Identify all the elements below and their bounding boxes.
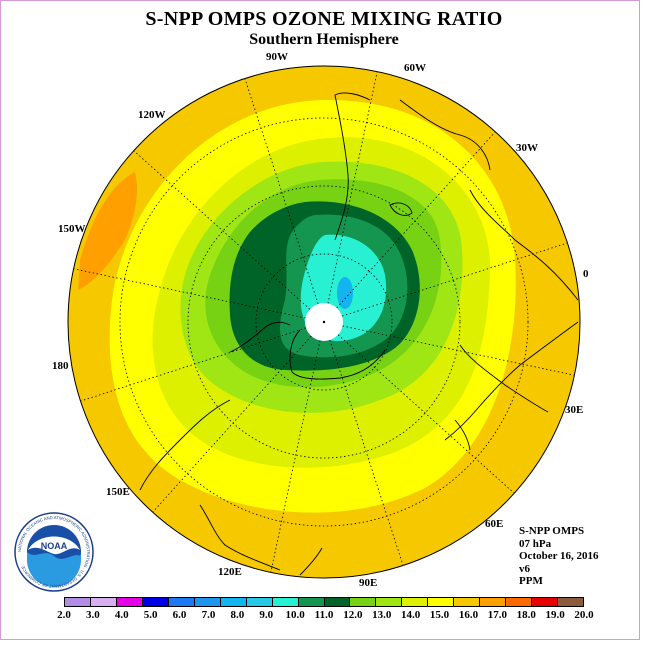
color-scale-segment <box>220 598 247 606</box>
info-version: v6 <box>519 562 530 575</box>
color-scale-tick-label: 20.0 <box>574 609 594 621</box>
color-scale-tick-label: 15.0 <box>429 609 450 621</box>
color-scale-segment <box>376 598 403 606</box>
color-scale-segment <box>402 598 429 606</box>
noaa-logo-text: NOAA <box>41 541 68 551</box>
color-scale-segment <box>324 598 351 606</box>
color-scale-tick-label: 3.0 <box>86 609 100 621</box>
color-scale-segment <box>272 598 299 606</box>
lon-label-120e: 120E <box>218 566 242 578</box>
color-scale-segment <box>116 598 143 606</box>
info-level: 07 hPa <box>519 537 552 550</box>
color-scale-tick-label: 11.0 <box>314 609 334 621</box>
color-scale-segment <box>506 598 533 606</box>
color-scale-tick-label: 13.0 <box>372 609 392 621</box>
color-scale-tick-label: 6.0 <box>172 609 187 621</box>
lon-label-150w: 150W <box>58 223 86 235</box>
info-instrument: S-NPP OMPS <box>519 525 585 537</box>
meridians <box>73 71 575 573</box>
color-scale-tick-label: 18.0 <box>516 609 536 621</box>
ozone-band-17 <box>78 172 138 290</box>
latitude-circles <box>119 117 529 527</box>
color-scale-segment <box>558 598 584 606</box>
meridian-line <box>327 71 378 304</box>
product-info: S-NPP OMPS 07 hPa October 16, 2016 v6 PP… <box>519 525 599 588</box>
meridian-line <box>337 334 515 494</box>
meridian-line <box>80 327 307 402</box>
meridian-line <box>341 242 568 317</box>
meridian-line <box>329 339 404 566</box>
color-scale-tick-label: 9.0 <box>259 609 274 621</box>
meridian-line <box>73 268 306 319</box>
lon-label-30e: 30E <box>565 404 584 416</box>
color-scale-tick-label: 8.0 <box>230 609 245 621</box>
color-scale-tick-label: 17.0 <box>487 609 507 621</box>
color-scale-segment <box>454 598 481 606</box>
color-scale-tick-label: 2.0 <box>57 609 71 621</box>
meridian-line <box>244 78 319 305</box>
meridian-line <box>270 340 321 573</box>
map-subtitle: Southern Hemisphere <box>249 31 399 48</box>
meridian-line <box>342 325 575 376</box>
color-scale-segment <box>90 598 117 606</box>
lon-label-0: 0 <box>583 268 589 280</box>
lon-label-180: 180 <box>52 360 69 372</box>
info-date: October 16, 2016 <box>519 550 599 562</box>
coastlines <box>139 92 579 576</box>
pole-marker <box>322 320 326 324</box>
color-scale-tick-label: 12.0 <box>343 609 363 621</box>
color-scale-bar <box>64 597 584 607</box>
color-scale-tick-label: 4.0 <box>114 609 129 621</box>
color-scale-segment <box>246 598 273 606</box>
color-scale-tick-label: 16.0 <box>458 609 479 621</box>
color-scale-segment <box>480 598 507 606</box>
lon-label-90w: 90W <box>266 51 288 63</box>
lon-label-90e: 90E <box>359 577 378 589</box>
map-title: S-NPP OMPS OZONE MIXING RATIO <box>145 8 503 30</box>
color-scale-segment <box>142 598 169 606</box>
lon-label-60e: 60E <box>485 518 504 530</box>
figure-frame <box>0 0 640 640</box>
color-scale-segment <box>428 598 455 606</box>
color-scale-segment <box>65 598 91 606</box>
ozone-band-8 <box>337 277 353 309</box>
lon-label-60w: 60W <box>404 62 426 74</box>
color-scale-segment <box>298 598 325 606</box>
color-scale-tick-label: 5.0 <box>143 609 158 621</box>
color-scale-segment <box>168 598 195 606</box>
lon-label-30w: 30W <box>516 142 538 154</box>
color-scale-tick-label: 10.0 <box>285 609 305 621</box>
lon-label-120w: 120W <box>138 109 166 121</box>
color-scale-tick-label: 7.0 <box>201 609 216 621</box>
info-units: PPM <box>519 575 543 587</box>
color-scale-ticks: 2.0 3.0 4.0 5.0 6.0 7.0 8.0 9.0 10.0 11.0 12.0 13.0… <box>57 609 594 623</box>
color-scale-tick-label: 19.0 <box>545 609 565 621</box>
noaa-logo: NOAA NATIONAL OCEANIC AND ATMOSPHERIC AD… <box>14 512 94 592</box>
map-border <box>67 65 581 579</box>
color-scale-tick-label: 14.0 <box>401 609 421 621</box>
color-scale-segment <box>350 598 377 606</box>
lon-label-150e: 150E <box>106 486 130 498</box>
color-scale-segment <box>194 598 221 606</box>
color-scale-segment <box>532 598 559 606</box>
